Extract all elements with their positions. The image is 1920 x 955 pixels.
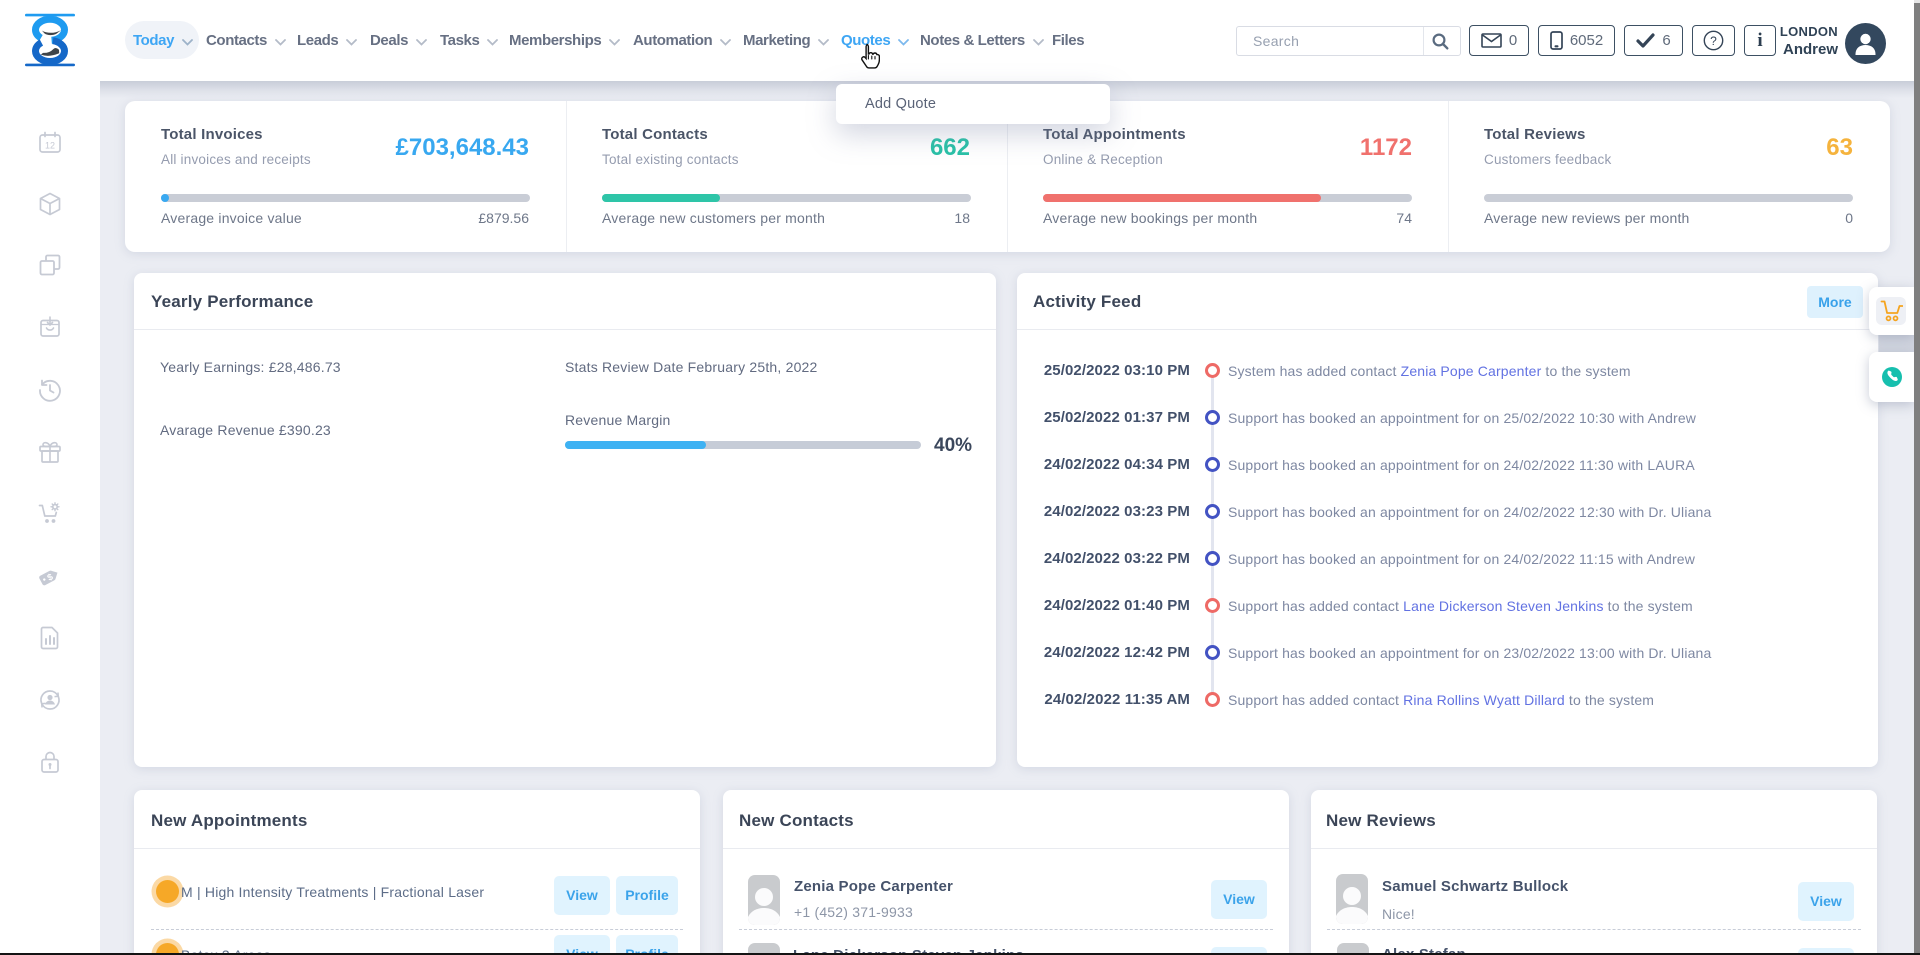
svg-text:$: $: [45, 572, 54, 583]
svg-text:?: ?: [1710, 34, 1717, 48]
svg-text:12: 12: [45, 141, 55, 151]
